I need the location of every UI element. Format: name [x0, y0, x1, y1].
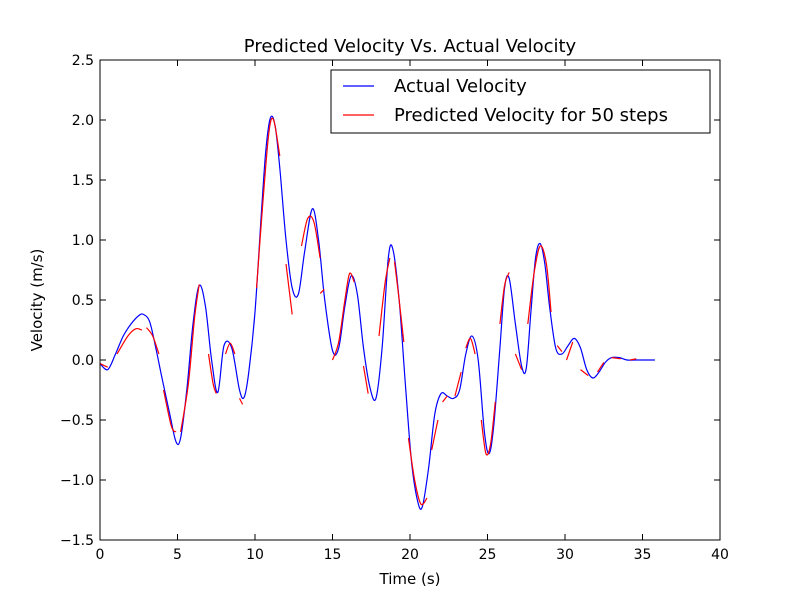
series-segment-predicted-velocity [393, 261, 405, 343]
series-segment-predicted-velocity [255, 117, 281, 289]
y-tick-label: −1.5 [60, 533, 94, 549]
series-segment-predicted-velocity [207, 353, 217, 394]
series-segment-predicted-velocity [431, 419, 439, 451]
series-segment-predicted-velocity [580, 369, 589, 377]
series-segment-predicted-velocity [611, 357, 621, 360]
series-segment-predicted-velocity [319, 288, 325, 294]
y-tick-label: 0.0 [72, 353, 94, 369]
legend-label-predicted: Predicted Velocity for 50 steps [394, 105, 668, 126]
y-tick-label: −0.5 [60, 413, 94, 429]
series-segment-predicted-velocity [146, 327, 160, 355]
x-tick-label: 20 [401, 547, 419, 563]
series-segment-predicted-velocity [378, 257, 391, 337]
y-tick-label: 1.5 [72, 173, 94, 189]
legend-box [330, 69, 711, 134]
plot-area [99, 115, 655, 510]
y-tick-label: 2.5 [72, 53, 94, 69]
y-tick-label: 1.0 [72, 233, 94, 249]
series-segment-predicted-velocity [285, 263, 293, 315]
series-segment-predicted-velocity [480, 401, 496, 456]
series-segment-predicted-velocity [180, 284, 200, 433]
x-axis-label: Time (s) [379, 570, 441, 588]
series-segment-predicted-velocity [407, 437, 428, 506]
series-segment-predicted-velocity [565, 341, 574, 361]
x-tick-label: 0 [96, 547, 105, 563]
series-segment-predicted-velocity [116, 327, 143, 355]
series-segment-predicted-velocity [224, 342, 236, 355]
series-segment-predicted-velocity [556, 345, 563, 352]
series-segment-predicted-velocity [454, 371, 462, 397]
x-tick-label: 5 [173, 547, 182, 563]
series-segment-predicted-velocity [238, 398, 244, 405]
series-segment-predicted-velocity [362, 365, 369, 394]
y-tick-label: 2.0 [72, 113, 94, 129]
legend-label-actual: Actual Velocity [394, 76, 527, 97]
series-segment-predicted-velocity [527, 245, 552, 325]
series-segment-predicted-velocity [597, 362, 605, 373]
plot-frame [99, 59, 721, 541]
series-segment-predicted-velocity [331, 272, 355, 361]
x-tick-label: 35 [634, 547, 652, 563]
axis-ticks: 0 5 10 15 20 25 30 35 40 −1.5 −1.0 −0.5 0.0 0.5 1.0 1.5… [60, 53, 729, 563]
x-tick-label: 15 [324, 547, 342, 563]
y-axis-label: Velocity (m/s) [28, 249, 46, 352]
x-tick-label: 30 [556, 547, 574, 563]
series-segment-predicted-velocity [465, 337, 476, 355]
series-segment-predicted-velocity [499, 272, 510, 325]
x-tick-label: 25 [479, 547, 497, 563]
series-segment-predicted-velocity [629, 358, 637, 361]
x-tick-label: 40 [711, 547, 729, 563]
y-tick-label: 0.5 [72, 293, 94, 309]
series-segment-predicted-velocity [514, 353, 523, 370]
series-segment-predicted-velocity [162, 389, 177, 433]
x-tick-label: 10 [246, 547, 264, 563]
chart-title: Predicted Velocity Vs. Actual Velocity [244, 36, 577, 57]
series-segment-predicted-velocity [300, 215, 321, 259]
series-segment-predicted-velocity [442, 395, 448, 403]
y-tick-label: −1.0 [60, 473, 94, 489]
legend: Actual Velocity Predicted Velocity for 5… [330, 69, 711, 134]
